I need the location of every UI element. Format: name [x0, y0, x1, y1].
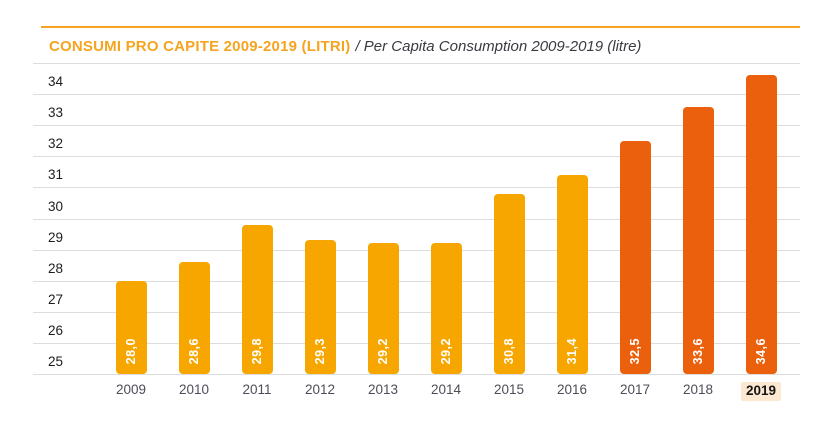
x-axis-label: 2009 [115, 382, 147, 397]
gridline [33, 218, 800, 220]
x-axis-label-highlighted: 2019 [740, 382, 782, 401]
bar: 29,3 [304, 240, 336, 374]
gridline [33, 374, 800, 375]
bar: 32,5 [619, 140, 651, 374]
bar: 29,2 [367, 243, 399, 374]
top-divider [41, 26, 800, 28]
bar: 30,8 [493, 193, 525, 374]
x-axis-label: 2016 [556, 382, 588, 397]
bar: 29,2 [430, 243, 462, 374]
chart-title: CONSUMI PRO CAPITE 2009-2019 (LITRI) [49, 38, 351, 55]
y-axis-label: 34 [48, 74, 64, 90]
bar: 28,0 [115, 280, 147, 374]
bar: 31,4 [556, 175, 588, 374]
y-axis-label: 33 [48, 105, 64, 121]
gridline [33, 342, 800, 344]
bar-value-label: 29,8 [249, 337, 264, 364]
x-axis-label: 2015 [493, 382, 525, 397]
gridline [33, 156, 800, 158]
gridline [33, 187, 800, 189]
bar-value-label: 29,2 [375, 337, 390, 364]
gridline [33, 249, 800, 251]
y-axis-label: 29 [48, 229, 64, 245]
bar-value-label: 33,6 [690, 337, 705, 364]
bar-value-label: 34,6 [753, 337, 768, 364]
x-axis-label: 2017 [619, 382, 651, 397]
bar-value-label: 30,8 [501, 337, 516, 364]
bar: 33,6 [682, 106, 714, 374]
bar-value-label: 29,2 [438, 337, 453, 364]
y-axis-label: 26 [48, 322, 64, 338]
bar-value-label: 31,4 [564, 337, 579, 364]
y-axis-label: 27 [48, 291, 64, 307]
x-axis-label: 2018 [682, 382, 714, 397]
chart-header: CONSUMI PRO CAPITE 2009-2019 (LITRI) / Pe… [49, 38, 641, 56]
gridline [33, 125, 800, 127]
bar: 28,6 [178, 262, 210, 374]
gridline [33, 94, 800, 96]
x-axis-label: 2012 [304, 382, 336, 397]
x-axis-label: 2010 [178, 382, 210, 397]
bar: 29,8 [241, 224, 273, 374]
y-axis-label: 31 [48, 167, 64, 183]
y-axis-label: 32 [48, 136, 64, 152]
gridline [33, 63, 800, 64]
y-axis-label: 25 [48, 354, 64, 369]
gridline [33, 311, 800, 313]
bar-value-label: 32,5 [627, 337, 642, 364]
bar-value-label: 28,6 [186, 337, 201, 364]
x-axis-label: 2013 [367, 382, 399, 397]
bar-value-label: 29,3 [312, 337, 327, 364]
bar: 34,6 [745, 75, 777, 374]
y-axis-label: 30 [48, 198, 64, 214]
gridline [33, 280, 800, 282]
chart-subtitle: / Per Capita Consumption 2009-2019 (litr… [355, 38, 642, 55]
bar-value-label: 28,0 [123, 337, 138, 364]
y-axis-label: 28 [48, 260, 64, 276]
x-axis-labels: 2009 2010 2011 2012 2013 2014 2015 2016 2017 2018… [0, 382, 825, 402]
x-axis-label: 2011 [242, 382, 272, 397]
x-axis-label: 2014 [430, 382, 462, 397]
bar-chart-plot: 25 26 27 28 29 30 31 32 33 34 28,0 28,6 29,8 29,3 29,… [33, 63, 800, 375]
